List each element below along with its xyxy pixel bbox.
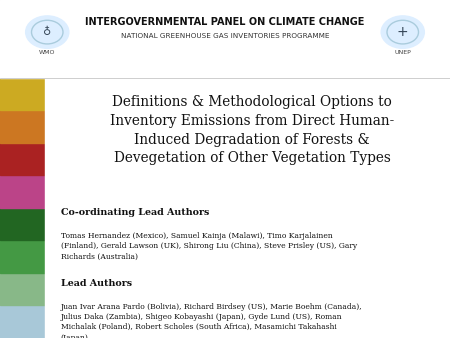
Text: ♁: ♁ — [43, 27, 51, 37]
Bar — [0, 273, 45, 306]
Text: Co-ordinating Lead Authors: Co-ordinating Lead Authors — [61, 208, 209, 217]
Circle shape — [26, 16, 69, 48]
Bar — [0, 175, 45, 208]
Text: Definitions & Methodological Options to
Inventory Emissions from Direct Human-
I: Definitions & Methodological Options to … — [110, 95, 394, 166]
Text: Lead Authors: Lead Authors — [61, 279, 132, 288]
Text: Tomas Hernandez (Mexico), Samuel Kainja (Malawi), Timo Karjalainen
(Finland), Ge: Tomas Hernandez (Mexico), Samuel Kainja … — [61, 232, 357, 260]
Text: UNEP: UNEP — [394, 50, 411, 55]
Bar — [45, 78, 450, 338]
Text: WMO: WMO — [39, 50, 55, 55]
Bar — [0, 143, 45, 175]
Text: INTERGOVERNMENTAL PANEL ON CLIMATE CHANGE: INTERGOVERNMENTAL PANEL ON CLIMATE CHANG… — [86, 17, 365, 27]
Bar — [0, 240, 45, 273]
Bar — [0, 306, 45, 338]
Text: Juan Ivar Arana Pardo (Bolivia), Richard Birdsey (US), Marie Boehm (Canada),
Jul: Juan Ivar Arana Pardo (Bolivia), Richard… — [61, 303, 362, 338]
Bar — [0, 208, 45, 240]
Bar — [0, 78, 45, 110]
Circle shape — [381, 16, 424, 48]
Bar — [0, 0, 450, 78]
Text: +: + — [397, 25, 409, 39]
Text: NATIONAL GREENHOUSE GAS INVENTORIES PROGRAMME: NATIONAL GREENHOUSE GAS INVENTORIES PROG… — [121, 33, 329, 39]
Bar — [0, 110, 45, 143]
